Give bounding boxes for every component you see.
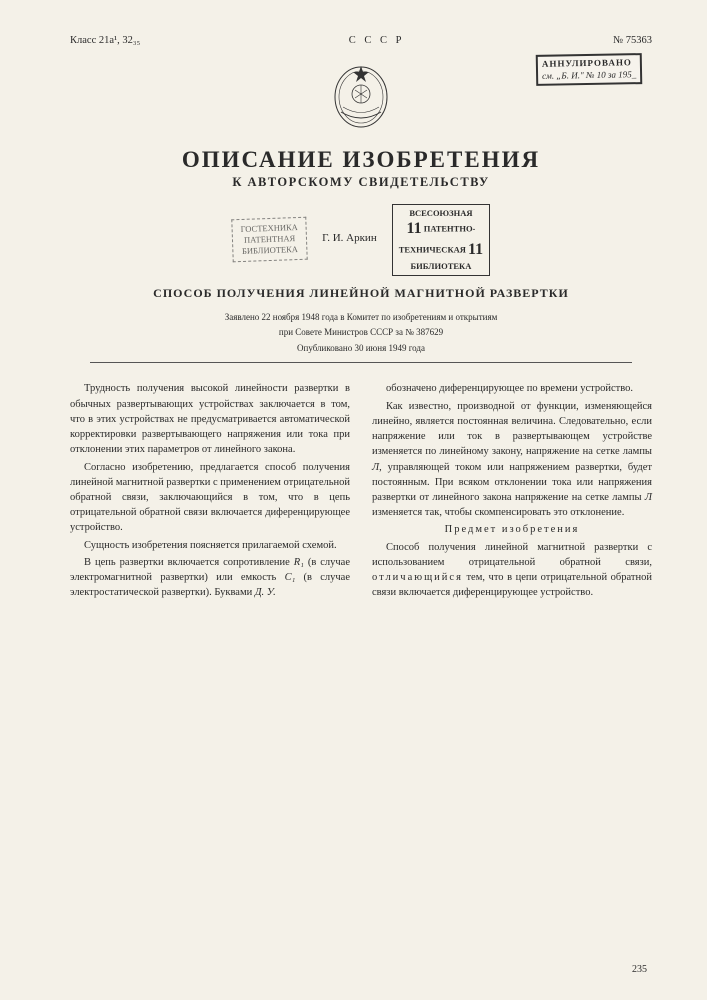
libstampr-l1: ВСЕСОЮЗНАЯ [399, 208, 483, 219]
state-emblem-icon [331, 62, 391, 132]
filing-line2: при Совете Министров СССР за № 387629 [70, 326, 652, 339]
library-stamps-row: ГОСТЕХНИКА ПАТЕНТНАЯ БИБЛИОТЕКА Г. И. Ар… [70, 204, 652, 276]
stamp-line2: см. „Б. И." № 10 за 195_ [542, 69, 636, 82]
main-title: ОПИСАНИЕ ИЗОБРЕТЕНИЯ [70, 147, 652, 173]
cancellation-stamp: АННУЛИРОВАНО см. „Б. И." № 10 за 195_ [536, 53, 643, 86]
para-l2: Согласно изобретению, предлагается спосо… [70, 460, 350, 536]
libstampr-l3: ТЕХНИЧЕСКАЯ 11 [399, 240, 483, 261]
claim-distinguishing: отличающийся [372, 572, 463, 583]
library-stamp-right: ВСЕСОЮЗНАЯ 11 ПАТЕНТНО- ТЕХНИЧЕСКАЯ 11 Б… [392, 204, 490, 276]
patent-number: № 75363 [613, 35, 652, 46]
library-stamp-left: ГОСТЕХНИКА ПАТЕНТНАЯ БИБЛИОТЕКА [231, 217, 308, 263]
eleven-right: 11 [468, 240, 483, 261]
sub-title: К АВТОРСКОМУ СВИДЕТЕЛЬСТВУ [70, 175, 652, 190]
divider [90, 362, 632, 363]
invention-title: СПОСОБ ПОЛУЧЕНИЯ ЛИНЕЙНОЙ МАГНИТНОЙ РАЗВ… [70, 286, 652, 301]
claim-heading: Предмет изобретения [372, 522, 652, 537]
para-r2: Как известно, производной от функции, из… [372, 399, 652, 521]
left-column: Трудность получения высокой линейности р… [70, 381, 350, 602]
para-l4: В цепь развертки включается сопротивлени… [70, 555, 350, 601]
class-label: Класс 21а¹, 32₃₅ [70, 35, 140, 46]
symbol-c1: C₁ [285, 572, 296, 583]
symbol-dy: Д. У. [255, 587, 276, 598]
symbol-l2: Л [645, 492, 652, 503]
libstampr-l4: БИБЛИОТЕКА [399, 261, 483, 272]
patent-page: Класс 21а¹, 32₃₅ С С С Р № 75363 АННУЛИР… [0, 0, 707, 1000]
body-columns: Трудность получения высокой линейности р… [70, 381, 652, 602]
header-row: Класс 21а¹, 32₃₅ С С С Р № 75363 [70, 35, 652, 46]
page-number: 235 [632, 964, 647, 975]
para-r1: обозначено диференцирующее по времени ус… [372, 381, 652, 396]
para-l3: Сущность изобретения поясняется прилагае… [70, 538, 350, 553]
right-column: обозначено диференцирующее по времени ус… [372, 381, 652, 602]
emblem-row: АННУЛИРОВАНО см. „Б. И." № 10 за 195_ [70, 54, 652, 139]
libstampr-l2: 11 ПАТЕНТНО- [399, 219, 483, 240]
filing-line1: Заявлено 22 ноября 1948 года в Комитет п… [70, 311, 652, 324]
filing-line3: Опубликовано 30 июня 1949 года [70, 342, 652, 355]
author-name: Г. И. Аркин [322, 232, 377, 244]
libstamp-l3: БИБЛИОТЕКА [241, 244, 299, 257]
eleven-left: 11 [406, 219, 421, 240]
claim-text: Способ получения линейной магнитной разв… [372, 540, 652, 601]
country-label: С С С Р [140, 35, 613, 46]
para-l1: Трудность получения высокой линейности р… [70, 381, 350, 457]
symbol-r1: R₁ [294, 557, 304, 568]
